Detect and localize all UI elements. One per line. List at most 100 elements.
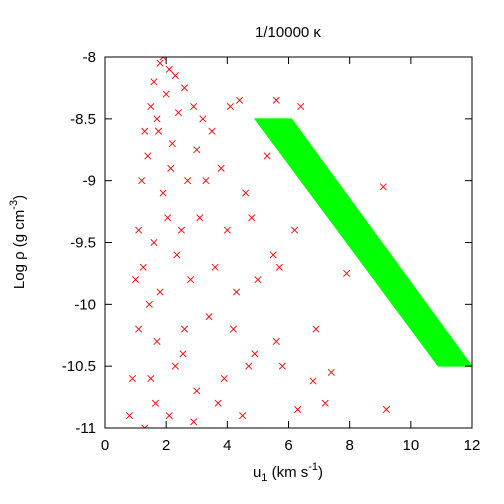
data-point	[138, 177, 146, 185]
data-point	[254, 276, 262, 284]
data-point	[239, 412, 247, 420]
data-point	[382, 405, 390, 413]
data-point	[205, 313, 213, 321]
x-tick-label: 10	[402, 437, 419, 454]
data-point	[141, 127, 149, 135]
y-tick-label: -8	[83, 49, 96, 66]
data-point	[242, 189, 250, 197]
y-axis-title: Log ρ (g cm-3)	[8, 195, 28, 289]
x-tick-label: 0	[101, 437, 109, 454]
y-tick-label: -10.5	[62, 358, 96, 375]
data-point	[379, 183, 387, 191]
data-point	[164, 214, 172, 222]
x-tick-label: 2	[162, 437, 170, 454]
data-point	[199, 115, 207, 123]
data-point	[190, 418, 198, 426]
data-point	[321, 399, 329, 407]
y-tick-label: -8.5	[70, 111, 96, 128]
data-point	[263, 152, 271, 160]
data-point	[291, 226, 299, 234]
data-point	[220, 375, 228, 383]
data-point	[208, 127, 216, 135]
data-point	[135, 325, 143, 333]
data-point	[156, 288, 164, 296]
data-point	[180, 84, 189, 92]
data-point	[196, 214, 204, 222]
data-point	[144, 152, 152, 160]
data-point	[272, 337, 280, 345]
data-point	[125, 412, 133, 420]
data-point	[217, 164, 225, 172]
data-point	[229, 325, 237, 333]
x-axis: 0 2 4 6 8 10 12	[101, 57, 481, 454]
data-point	[294, 405, 302, 413]
data-point	[159, 189, 167, 197]
y-tick-label: -11	[75, 420, 96, 437]
data-point	[156, 59, 164, 67]
data-point	[159, 57, 167, 61]
data-point	[226, 102, 234, 110]
chart-title: 1/10000 κ	[255, 24, 321, 41]
data-point	[278, 362, 286, 370]
x-axis-title: u1 (km s-1)	[253, 461, 323, 484]
data-point	[269, 251, 277, 259]
data-point	[162, 90, 170, 98]
data-point	[202, 177, 210, 185]
data-point	[272, 96, 280, 104]
data-point	[155, 127, 163, 135]
plot-marks	[125, 57, 472, 428]
data-point	[343, 269, 351, 277]
data-point	[171, 362, 179, 370]
data-point	[145, 300, 153, 308]
data-point	[132, 276, 140, 284]
y-tick-label: -9	[83, 173, 96, 190]
x-tick-label: 12	[464, 437, 481, 454]
data-point	[236, 96, 244, 104]
data-point	[147, 375, 155, 383]
data-point	[193, 387, 201, 395]
x-tick-label: 4	[223, 437, 231, 454]
data-point	[309, 377, 317, 385]
data-point	[211, 263, 219, 271]
data-point	[165, 412, 173, 420]
plot-frame	[104, 56, 473, 429]
data-point	[275, 263, 283, 271]
data-point	[245, 362, 253, 370]
data-point	[153, 337, 161, 345]
data-point	[165, 65, 173, 73]
x-tick-label: 8	[345, 437, 353, 454]
data-point	[147, 102, 155, 110]
data-point	[297, 102, 305, 110]
data-point	[251, 350, 259, 358]
series-green-band	[253, 118, 472, 367]
data-point	[174, 109, 182, 117]
data-point	[232, 288, 241, 296]
x-tick-label: 6	[284, 437, 292, 454]
y-axis: -8 -8.5 -9 -9.5 -10 -10.5 -11	[62, 49, 472, 437]
data-point	[167, 164, 175, 172]
data-point	[190, 102, 198, 110]
data-point	[151, 399, 159, 407]
data-point	[168, 140, 176, 148]
data-point	[150, 238, 158, 247]
data-point	[187, 276, 195, 284]
series-red-x	[125, 57, 390, 428]
data-point	[184, 177, 192, 185]
data-point	[193, 146, 201, 154]
data-point	[139, 263, 147, 271]
data-point	[171, 72, 179, 80]
data-point	[223, 226, 231, 234]
data-point	[141, 424, 149, 428]
data-point	[180, 325, 189, 333]
data-point	[135, 226, 143, 234]
data-point	[173, 251, 181, 259]
data-point	[150, 78, 158, 86]
data-point	[129, 375, 137, 383]
y-tick-label: -9.5	[70, 235, 96, 252]
data-point	[248, 214, 256, 222]
data-point	[153, 115, 161, 123]
data-point	[214, 399, 222, 407]
data-point	[327, 368, 335, 376]
y-tick-label: -10	[74, 296, 96, 313]
